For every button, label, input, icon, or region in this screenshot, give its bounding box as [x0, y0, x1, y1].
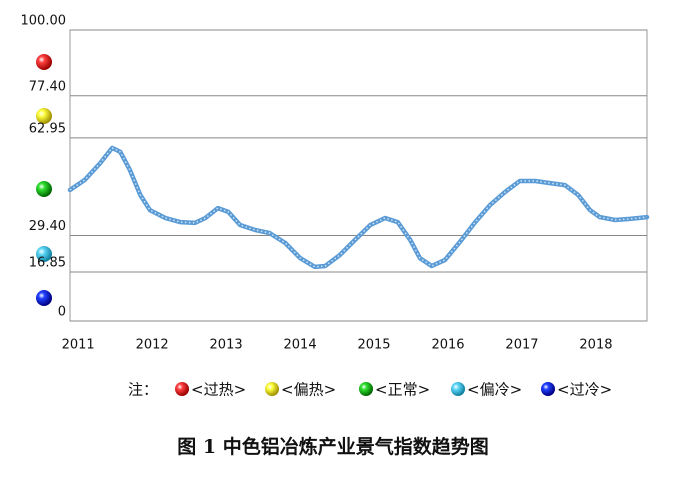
legend-label: <过热>	[191, 381, 246, 399]
legend-swatch	[541, 382, 555, 396]
x-tick-label: 2014	[284, 338, 317, 353]
zone-icon	[36, 246, 52, 262]
zone-icon	[36, 181, 52, 197]
x-tick-label: 2015	[357, 338, 390, 353]
legend-swatch	[451, 382, 465, 396]
y-tick-label: 16.85	[29, 255, 66, 270]
legend-label: <过冷>	[557, 381, 612, 399]
zone-icon	[36, 108, 52, 124]
legend-swatch	[175, 382, 189, 396]
legend-title: 注：	[128, 381, 158, 399]
x-tick-label: 2016	[431, 338, 464, 353]
legend-swatch	[265, 382, 279, 396]
x-tick-label: 2017	[505, 338, 538, 353]
y-tick-label: 100.00	[21, 14, 67, 29]
y-tick-label: 62.95	[29, 121, 66, 136]
legend-label: <偏冷>	[467, 381, 522, 399]
x-tick-label: 2011	[62, 338, 95, 353]
zone-icon	[36, 54, 52, 70]
plot-area	[69, 29, 648, 322]
chart-title: 图 1 中色铝冶炼产业景气指数趋势图	[177, 435, 488, 458]
y-tick-label: 29.40	[29, 219, 66, 234]
y-tick-label: 77.40	[29, 79, 66, 94]
legend-swatch	[359, 382, 373, 396]
legend-label: <偏热>	[281, 381, 336, 399]
zone-icons	[36, 54, 52, 306]
x-tick-label: 2018	[579, 338, 612, 353]
zone-icon	[36, 290, 52, 306]
x-tick-label: 2012	[136, 338, 169, 353]
legend-label: <正常>	[375, 381, 430, 399]
x-tick-label: 2013	[210, 338, 243, 353]
series-line	[67, 145, 650, 270]
series-line-dots	[69, 147, 648, 268]
y-tick-label: 0	[58, 305, 66, 320]
